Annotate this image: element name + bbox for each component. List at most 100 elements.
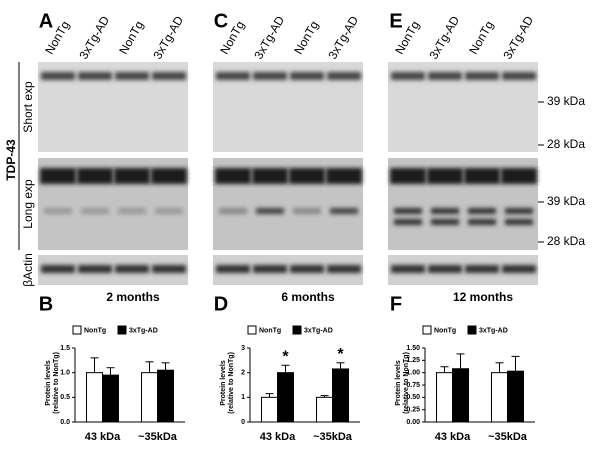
y-tick-label: 1.00 [406, 370, 420, 377]
band [327, 265, 361, 273]
bar [316, 396, 333, 423]
band [78, 265, 112, 273]
y-tick-label: 0.50 [406, 394, 420, 401]
band [114, 168, 150, 184]
y-tick-label: 0.25 [406, 407, 420, 414]
band [152, 265, 186, 273]
band [468, 208, 496, 214]
y-tick-label: 1.0 [60, 370, 70, 377]
panel-letter: B [39, 293, 53, 315]
band [115, 72, 149, 80]
y-tick-label: 2 [241, 370, 245, 377]
band [428, 265, 462, 273]
significance: * [337, 346, 344, 363]
chart-title: 6 months [281, 290, 335, 304]
band [394, 208, 422, 214]
short-exp-label: Short exp [21, 81, 35, 133]
y-tick-label: 1.25 [406, 357, 420, 364]
legend-swatch [247, 325, 257, 335]
x-tick-label: 43 kDa [85, 431, 121, 443]
protein-label: TDP-43 [4, 139, 18, 181]
band [44, 208, 72, 214]
legend-label: 3xTg-AD [304, 327, 333, 334]
band [465, 72, 499, 80]
y-axis-label: (relative to NonTg) [403, 352, 410, 414]
chart-title: 2 months [106, 290, 160, 304]
band [326, 168, 362, 184]
bar [86, 372, 103, 423]
bar [277, 372, 294, 423]
panel-letter: E [389, 10, 402, 32]
y-axis-label: (relative to NonTg) [228, 352, 235, 414]
band [41, 265, 75, 273]
bar [452, 368, 469, 423]
y-tick-label: 0 [241, 419, 245, 426]
y-tick-label: 0.75 [406, 382, 420, 389]
legend-swatch [467, 325, 477, 335]
marker-label: 28 kDa [547, 137, 585, 151]
band [505, 208, 533, 214]
band [465, 265, 499, 273]
y-tick-label: 3 [241, 345, 245, 352]
band [40, 168, 76, 184]
panel-letter: C [214, 10, 228, 32]
band [115, 265, 149, 273]
lane-label: 3xTg-AD [500, 13, 536, 61]
y-axis-label: Protein levels [220, 360, 227, 406]
y-tick-label: 0.00 [406, 419, 420, 426]
y-axis-label: Protein levels [395, 360, 402, 406]
legend-label: NonTg [84, 327, 106, 334]
marker-label: 39 kDa [547, 194, 585, 208]
actin-label: βActin [21, 253, 35, 287]
band [256, 208, 284, 214]
lane-label: NonTg [291, 18, 321, 56]
y-axis-label: (relative to NonTg) [53, 352, 60, 414]
marker-label: 39 kDa [547, 94, 585, 108]
legend-swatch [117, 325, 127, 335]
y-tick-label: 1 [241, 394, 245, 401]
lane-label: 3xTg-AD [76, 13, 112, 61]
lane-label: NonTg [466, 18, 496, 56]
legend-label: 3xTg-AD [129, 327, 158, 334]
band [41, 72, 75, 80]
x-tick-label: 43 kDa [260, 431, 296, 443]
legend-label: NonTg [434, 327, 456, 334]
y-tick-label: 1.5 [60, 345, 70, 352]
band [216, 72, 250, 80]
band [501, 168, 537, 184]
legend-label: NonTg [259, 327, 281, 334]
band [118, 208, 146, 214]
band [391, 265, 425, 273]
band [427, 168, 463, 184]
lane-label: 3xTg-AD [150, 13, 186, 61]
x-tick-label: 43 kDa [435, 431, 471, 443]
chart-title: 12 months [453, 290, 513, 304]
panel-letter: F [390, 293, 402, 315]
band [502, 72, 536, 80]
band [81, 208, 109, 214]
band [390, 168, 426, 184]
band [431, 219, 459, 225]
bar [141, 372, 158, 423]
band [78, 72, 112, 80]
y-axis-label: Protein levels [45, 360, 52, 406]
band [155, 208, 183, 214]
band [215, 168, 251, 184]
band [290, 265, 324, 273]
y-tick-label: 0.0 [60, 419, 70, 426]
x-tick-label: ~35kDa [138, 431, 178, 443]
lane-label: 3xTg-AD [325, 13, 361, 61]
band [327, 72, 361, 80]
band [253, 72, 287, 80]
band [151, 168, 187, 184]
band [394, 219, 422, 225]
y-tick-label: 0.5 [60, 394, 70, 401]
lane-label: 3xTg-AD [426, 13, 462, 61]
bar [436, 372, 453, 423]
band [252, 168, 288, 184]
bar [157, 369, 174, 423]
panel-letter: A [39, 10, 53, 32]
legend-swatch [422, 325, 432, 335]
legend-swatch [292, 325, 302, 335]
significance: * [282, 348, 289, 365]
